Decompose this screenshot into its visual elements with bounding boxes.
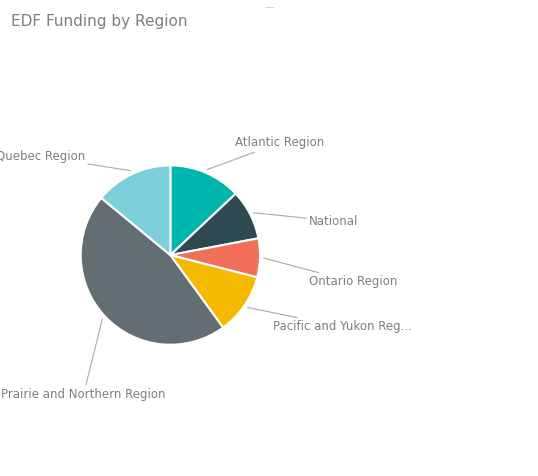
Text: EDF Funding by Region: EDF Funding by Region bbox=[11, 14, 187, 30]
Wedge shape bbox=[171, 238, 260, 278]
Text: Quebec Region: Quebec Region bbox=[0, 150, 131, 171]
Text: Ontario Region: Ontario Region bbox=[264, 258, 398, 288]
Wedge shape bbox=[171, 255, 257, 327]
Text: Pacific and Yukon Reg...: Pacific and Yukon Reg... bbox=[247, 307, 412, 333]
Text: Prairie and Northern Region: Prairie and Northern Region bbox=[2, 319, 166, 401]
Wedge shape bbox=[171, 194, 258, 255]
Wedge shape bbox=[171, 165, 236, 255]
Text: Atlantic Region: Atlantic Region bbox=[208, 137, 324, 169]
Text: —: — bbox=[264, 2, 274, 12]
Wedge shape bbox=[101, 165, 171, 255]
Wedge shape bbox=[81, 198, 223, 345]
Text: National: National bbox=[253, 213, 359, 228]
